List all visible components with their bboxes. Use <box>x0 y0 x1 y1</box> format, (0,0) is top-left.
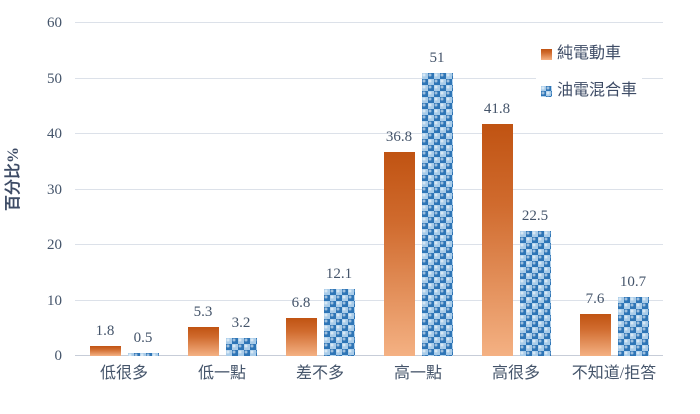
category-label: 低一點 <box>197 365 246 382</box>
bar-wrap: 36.8 <box>383 23 415 356</box>
value-label: 51 <box>429 49 445 66</box>
bar-油電混合車-差不多 <box>323 288 355 356</box>
legend-label-ev: 純電動車 <box>557 45 622 62</box>
bar-wrap: 7.6 <box>579 23 611 356</box>
value-label: 41.8 <box>483 101 511 118</box>
category-group-1: 1.8 0.5 <box>75 23 173 356</box>
gridline-10 <box>75 299 663 301</box>
y-tick-label-40: 40 <box>47 126 62 142</box>
y-axis-ticks: 0 10 20 30 40 50 60 <box>0 15 62 364</box>
value-label: 6.8 <box>291 295 311 312</box>
category-groups: 1.8 0.5 5.3 3.2 6.8 12.1 36.8 51 41.8 22.5 7.6 10.7 <box>75 23 663 356</box>
bar-純電動車-低一點 <box>187 326 219 356</box>
gridline-50 <box>75 77 663 79</box>
gridline-20 <box>75 244 663 245</box>
bar-wrap: 12.1 <box>323 23 355 356</box>
legend-marker-ev-icon <box>541 48 552 60</box>
x-axis-labels: 低很多 低一點 差不多 高一點 高很多 不知道/拒答 <box>75 364 663 384</box>
category-group-2: 5.3 3.2 <box>173 23 271 356</box>
category-label: 不知道/拒答 <box>571 365 657 382</box>
bar-油電混合車-高很多 <box>519 231 551 356</box>
category-group-4: 36.8 51 <box>369 23 467 356</box>
value-label: 5.3 <box>193 303 213 320</box>
bar-油電混合車-低很多 <box>127 353 159 356</box>
y-tick-label-60: 60 <box>47 15 62 31</box>
legend-item-ev: 純電動車 <box>541 45 637 63</box>
y-tick-label-50: 50 <box>47 70 62 87</box>
value-label: 0.5 <box>133 330 153 347</box>
gridline-40 <box>75 133 663 134</box>
value-label: 10.7 <box>619 273 647 290</box>
y-tick-label-10: 10 <box>47 292 62 309</box>
plot-area: 1.8 0.5 5.3 3.2 6.8 12.1 36.8 51 41.8 22.5 7.6 10.7 <box>75 22 663 356</box>
category-label: 高很多 <box>491 365 540 382</box>
bar-wrap: 51 <box>421 23 453 356</box>
category-label: 高一點 <box>393 365 442 382</box>
gridline-0 <box>75 355 663 356</box>
bar-純電動車-高很多 <box>481 124 513 356</box>
category-label: 低很多 <box>99 365 148 382</box>
category-label: 差不多 <box>295 365 344 382</box>
value-label: 7.6 <box>585 290 605 307</box>
value-label: 3.2 <box>231 315 251 332</box>
bar-油電混合車-不知道/拒答 <box>617 296 649 356</box>
bar-純電動車-高一點 <box>383 151 415 356</box>
y-tick-label-0: 0 <box>54 348 63 364</box>
legend-marker-hybrid-icon <box>541 85 552 97</box>
bar-油電混合車-低一點 <box>225 338 257 356</box>
value-label: 12.1 <box>325 265 353 282</box>
category-group-6: 7.6 10.7 <box>565 23 663 356</box>
bar-wrap: 22.5 <box>519 23 551 356</box>
legend-label-hybrid: 油電混合車 <box>557 82 638 99</box>
legend-item-hybrid: 油電混合車 <box>541 82 637 100</box>
bar-純電動車-低很多 <box>89 346 121 356</box>
bar-純電動車-不知道/拒答 <box>579 313 611 356</box>
bar-wrap: 1.8 <box>89 23 121 356</box>
bar-油電混合車-高一點 <box>421 72 453 356</box>
value-label: 22.5 <box>521 208 549 225</box>
category-group-5: 41.8 22.5 <box>467 23 565 356</box>
gridline-60 <box>75 22 663 23</box>
y-tick-label-20: 20 <box>47 237 62 253</box>
bar-wrap: 5.3 <box>187 23 219 356</box>
bar-純電動車-差不多 <box>285 318 317 356</box>
bar-wrap: 6.8 <box>285 23 317 356</box>
bar-wrap: 41.8 <box>481 23 513 356</box>
bar-wrap: 0.5 <box>127 23 159 356</box>
y-tick-label-30: 30 <box>47 181 62 198</box>
value-label: 36.8 <box>385 128 413 145</box>
bar-wrap: 3.2 <box>225 23 257 356</box>
legend: 純電動車 油電混合車 <box>536 42 643 103</box>
category-group-3: 6.8 12.1 <box>271 23 369 356</box>
gridline-30 <box>75 188 663 190</box>
value-label: 1.8 <box>95 323 115 340</box>
bar-wrap: 10.7 <box>617 23 649 356</box>
